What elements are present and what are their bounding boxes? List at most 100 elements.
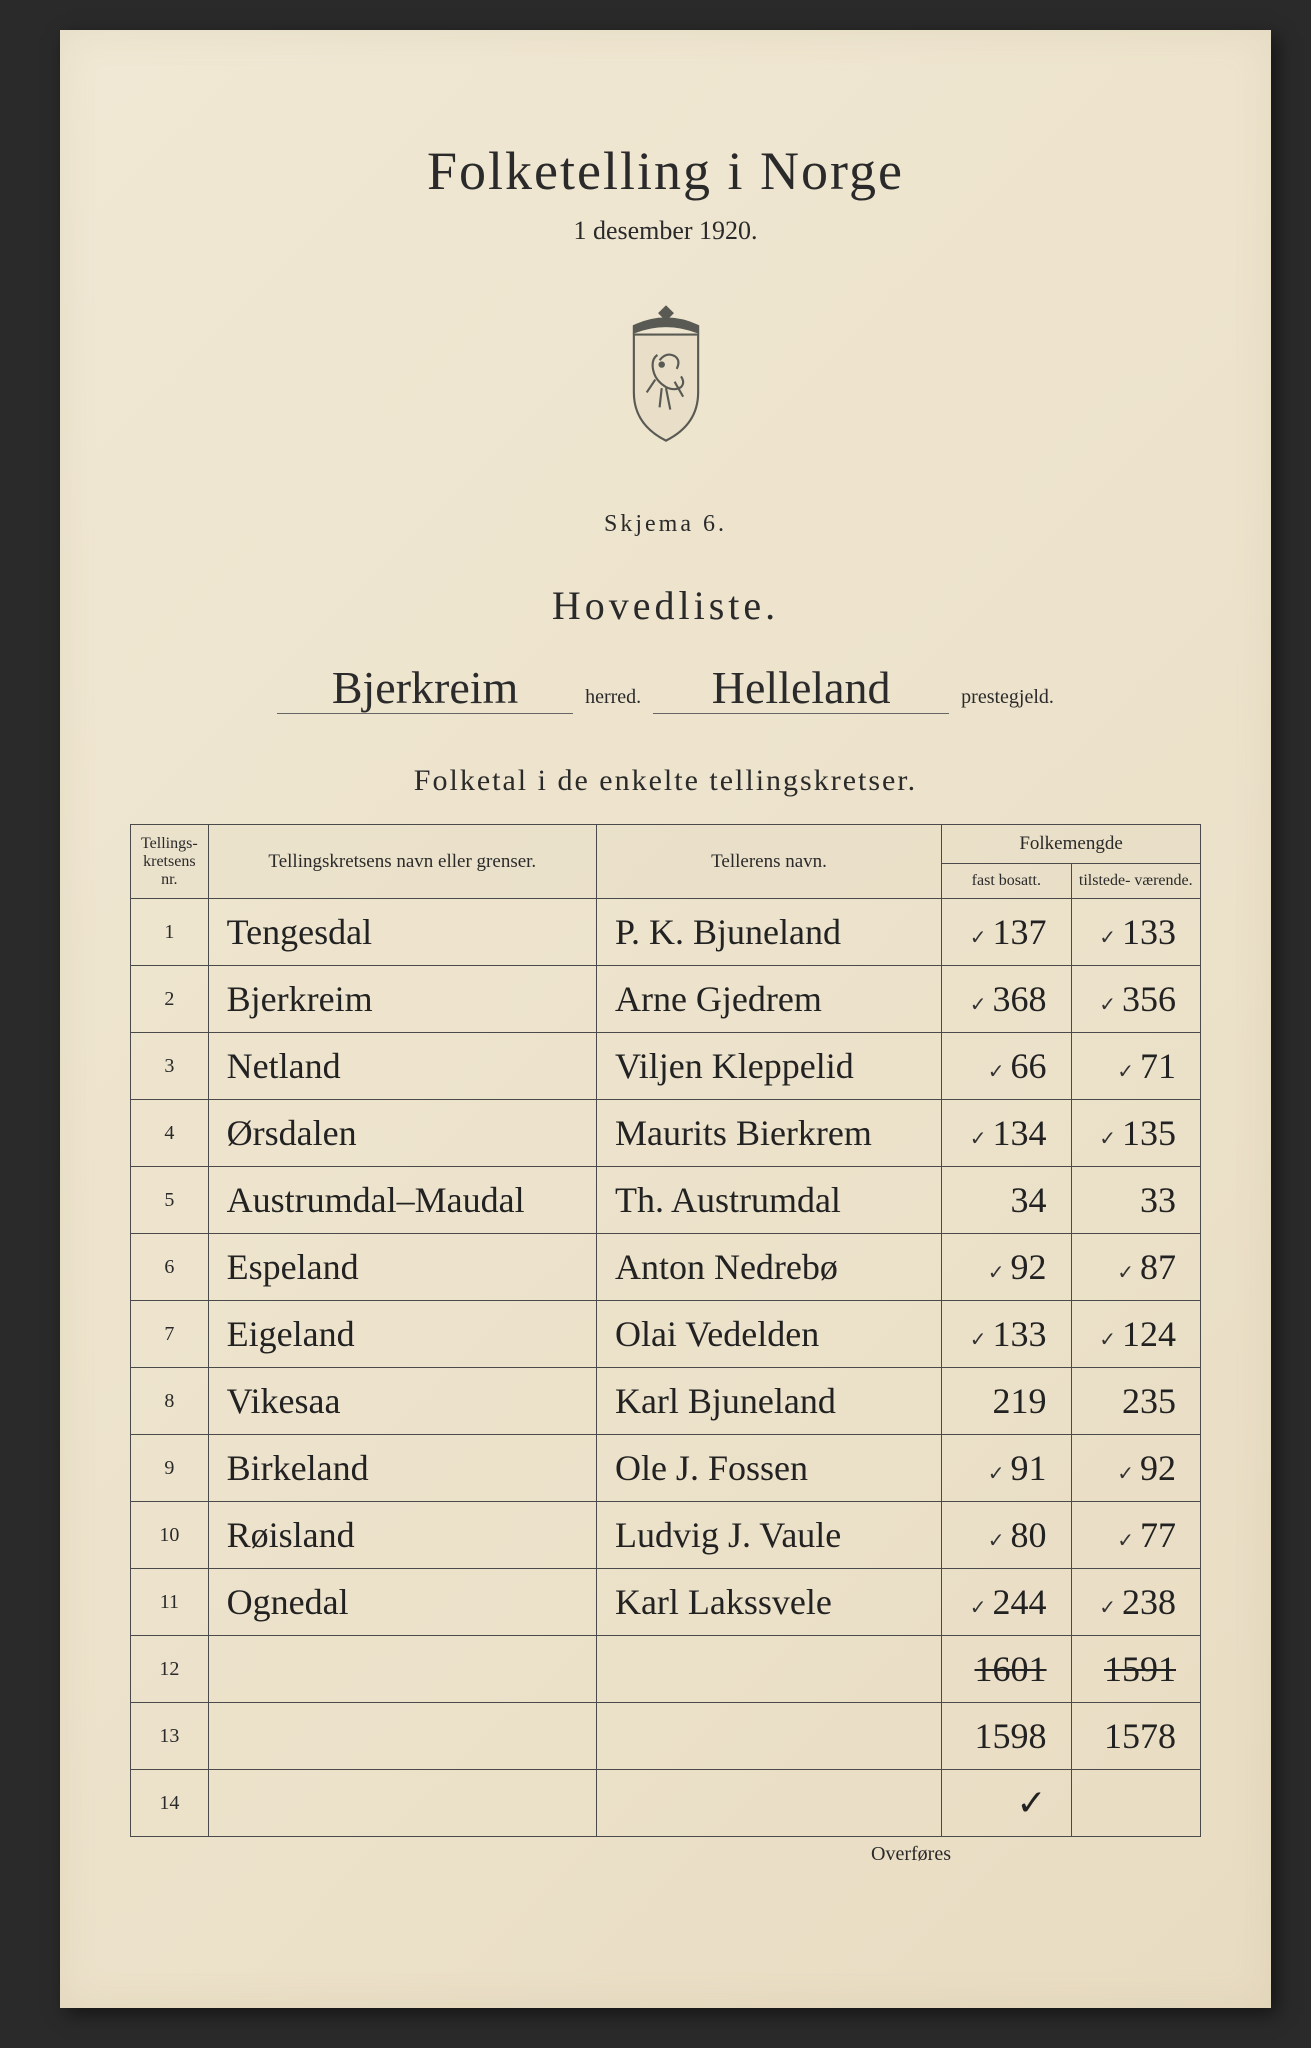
location-line: Bjerkreim herred. Helleland prestegjeld. (130, 665, 1201, 714)
cell-fast: 219 (942, 1368, 1071, 1435)
th-teller: Tellerens navn. (596, 825, 941, 899)
cell-teller-name: Karl Lakssvele (596, 1569, 941, 1636)
cell-teller-name: Ole J. Fossen (596, 1435, 941, 1502)
cell-krets-name (208, 1636, 596, 1703)
cell-fast: 134 (942, 1100, 1071, 1167)
table-row: 5Austrumdal–MaudalTh. Austrumdal3433 (131, 1167, 1201, 1234)
coat-of-arms-icon (130, 296, 1201, 451)
table-row: 10RøislandLudvig J. Vaule8077 (131, 1502, 1201, 1569)
cell-krets-name: Bjerkreim (208, 966, 596, 1033)
section-heading: Folketal i de enkelte tellingskretser. (130, 764, 1201, 798)
cell-tilstede: 1591 (1071, 1636, 1200, 1703)
table-row: 9BirkelandOle J. Fossen9192 (131, 1435, 1201, 1502)
schema-label: Skjema 6. (130, 511, 1201, 538)
cell-tilstede: 133 (1071, 899, 1200, 966)
cell-teller-name (596, 1636, 941, 1703)
cell-krets-name: Austrumdal–Maudal (208, 1167, 596, 1234)
cell-nr: 13 (131, 1703, 209, 1770)
table-row: 8VikesaaKarl Bjuneland219235 (131, 1368, 1201, 1435)
cell-teller-name (596, 1770, 941, 1837)
hovedliste-heading: Hovedliste. (130, 582, 1201, 629)
cell-krets-name: Birkeland (208, 1435, 596, 1502)
table-row: 1216011591 (131, 1636, 1201, 1703)
cell-nr: 14 (131, 1770, 209, 1837)
table-row: 6EspelandAnton Nedrebø9287 (131, 1234, 1201, 1301)
cell-teller-name: Th. Austrumdal (596, 1167, 941, 1234)
cell-nr: 9 (131, 1435, 209, 1502)
th-fast: fast bosatt. (942, 864, 1071, 899)
cell-krets-name: Espeland (208, 1234, 596, 1301)
cell-fast: 244 (942, 1569, 1071, 1636)
cell-tilstede: 87 (1071, 1234, 1200, 1301)
table-row: 13 15981578 (131, 1703, 1201, 1770)
cell-nr: 8 (131, 1368, 209, 1435)
cell-teller-name: Olai Vedelden (596, 1301, 941, 1368)
cell-tilstede: 33 (1071, 1167, 1200, 1234)
page-date: 1 desember 1920. (130, 216, 1201, 246)
cell-teller-name: Anton Nedrebø (596, 1234, 941, 1301)
herred-label: herred. (585, 686, 641, 709)
cell-fast: 137 (942, 899, 1071, 966)
th-folkemengde: Folkemengde (942, 825, 1201, 864)
cell-nr: 12 (131, 1636, 209, 1703)
cell-tilstede (1071, 1770, 1200, 1837)
cell-tilstede: 92 (1071, 1435, 1200, 1502)
cell-tilstede: 235 (1071, 1368, 1200, 1435)
cell-nr: 1 (131, 899, 209, 966)
cell-tilstede: 71 (1071, 1033, 1200, 1100)
cell-fast: 92 (942, 1234, 1071, 1301)
table-row: 7EigelandOlai Vedelden133124 (131, 1301, 1201, 1368)
cell-nr: 10 (131, 1502, 209, 1569)
cell-krets-name (208, 1703, 596, 1770)
census-table: Tellings- kretsens nr. Tellingskretsens … (130, 824, 1201, 1837)
cell-krets-name: Røisland (208, 1502, 596, 1569)
cell-krets-name: Ørsdalen (208, 1100, 596, 1167)
cell-fast: 1598 (942, 1703, 1071, 1770)
th-tilstede: tilstede- værende. (1071, 864, 1200, 899)
cell-tilstede: 124 (1071, 1301, 1200, 1368)
table-row: 11OgnedalKarl Lakssvele244238 (131, 1569, 1201, 1636)
document-paper: Folketelling i Norge 1 desember 1920. Sk… (60, 30, 1271, 2008)
cell-nr: 5 (131, 1167, 209, 1234)
cell-tilstede: 135 (1071, 1100, 1200, 1167)
cell-nr: 3 (131, 1033, 209, 1100)
table-row: 2BjerkreimArne Gjedrem368356 (131, 966, 1201, 1033)
cell-tilstede: 356 (1071, 966, 1200, 1033)
cell-fast: ✓ (942, 1770, 1071, 1837)
cell-teller-name: Viljen Kleppelid (596, 1033, 941, 1100)
cell-krets-name: Eigeland (208, 1301, 596, 1368)
th-nr: Tellings- kretsens nr. (131, 825, 209, 899)
cell-tilstede: 238 (1071, 1569, 1200, 1636)
prestegjeld-label: prestegjeld. (961, 686, 1054, 709)
table-row: 4ØrsdalenMaurits Bierkrem134135 (131, 1100, 1201, 1167)
cell-teller-name: Karl Bjuneland (596, 1368, 941, 1435)
cell-krets-name (208, 1770, 596, 1837)
cell-fast: 133 (942, 1301, 1071, 1368)
cell-fast: 368 (942, 966, 1071, 1033)
cell-teller-name (596, 1703, 941, 1770)
cell-teller-name: Arne Gjedrem (596, 966, 941, 1033)
page-title: Folketelling i Norge (130, 140, 1201, 202)
table-row: 14 ✓ (131, 1770, 1201, 1837)
prestegjeld-value: Helleland (653, 665, 949, 714)
cell-nr: 2 (131, 966, 209, 1033)
cell-nr: 7 (131, 1301, 209, 1368)
cell-fast: 66 (942, 1033, 1071, 1100)
herred-value: Bjerkreim (277, 665, 573, 714)
overfores-label: Overføres (130, 1843, 1201, 1866)
cell-fast: 91 (942, 1435, 1071, 1502)
table-row: 3NetlandViljen Kleppelid6671 (131, 1033, 1201, 1100)
table-row: 1TengesdalP. K. Bjuneland137133 (131, 899, 1201, 966)
cell-teller-name: P. K. Bjuneland (596, 899, 941, 966)
cell-fast: 80 (942, 1502, 1071, 1569)
cell-tilstede: 77 (1071, 1502, 1200, 1569)
cell-krets-name: Vikesaa (208, 1368, 596, 1435)
cell-nr: 4 (131, 1100, 209, 1167)
scan-background: Folketelling i Norge 1 desember 1920. Sk… (0, 0, 1311, 2048)
table-body: 1TengesdalP. K. Bjuneland1371332Bjerkrei… (131, 899, 1201, 1837)
cell-tilstede: 1578 (1071, 1703, 1200, 1770)
cell-nr: 6 (131, 1234, 209, 1301)
cell-krets-name: Ognedal (208, 1569, 596, 1636)
cell-nr: 11 (131, 1569, 209, 1636)
cell-teller-name: Ludvig J. Vaule (596, 1502, 941, 1569)
